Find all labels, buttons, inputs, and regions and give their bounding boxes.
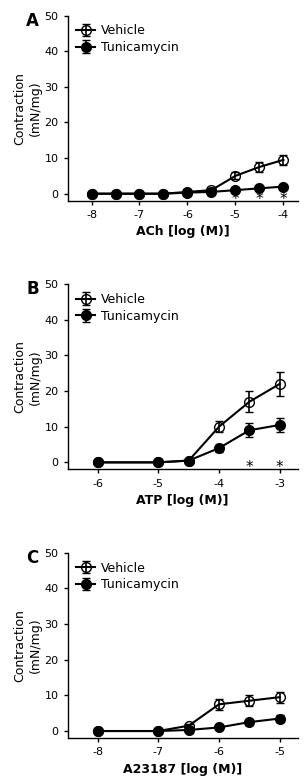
X-axis label: A23187 [log (M)]: A23187 [log (M)] xyxy=(123,763,242,775)
Legend: Vehicle, Tunicamycin: Vehicle, Tunicamycin xyxy=(74,559,181,594)
Text: C: C xyxy=(26,549,38,567)
Y-axis label: Contraction
(mN/mg): Contraction (mN/mg) xyxy=(14,71,42,145)
Text: *: * xyxy=(256,192,263,207)
Text: *: * xyxy=(280,192,287,207)
X-axis label: ACh [log (M)]: ACh [log (M)] xyxy=(136,225,230,239)
Text: A: A xyxy=(26,12,39,30)
X-axis label: ATP [log (M)]: ATP [log (M)] xyxy=(136,494,229,507)
Y-axis label: Contraction
(mN/mg): Contraction (mN/mg) xyxy=(14,609,42,682)
Text: *: * xyxy=(276,460,283,476)
Legend: Vehicle, Tunicamycin: Vehicle, Tunicamycin xyxy=(74,22,181,57)
Legend: Vehicle, Tunicamycin: Vehicle, Tunicamycin xyxy=(74,291,181,326)
Text: B: B xyxy=(26,280,39,298)
Y-axis label: Contraction
(mN/mg): Contraction (mN/mg) xyxy=(14,340,42,413)
Text: *: * xyxy=(246,460,253,476)
Text: *: * xyxy=(231,192,239,207)
